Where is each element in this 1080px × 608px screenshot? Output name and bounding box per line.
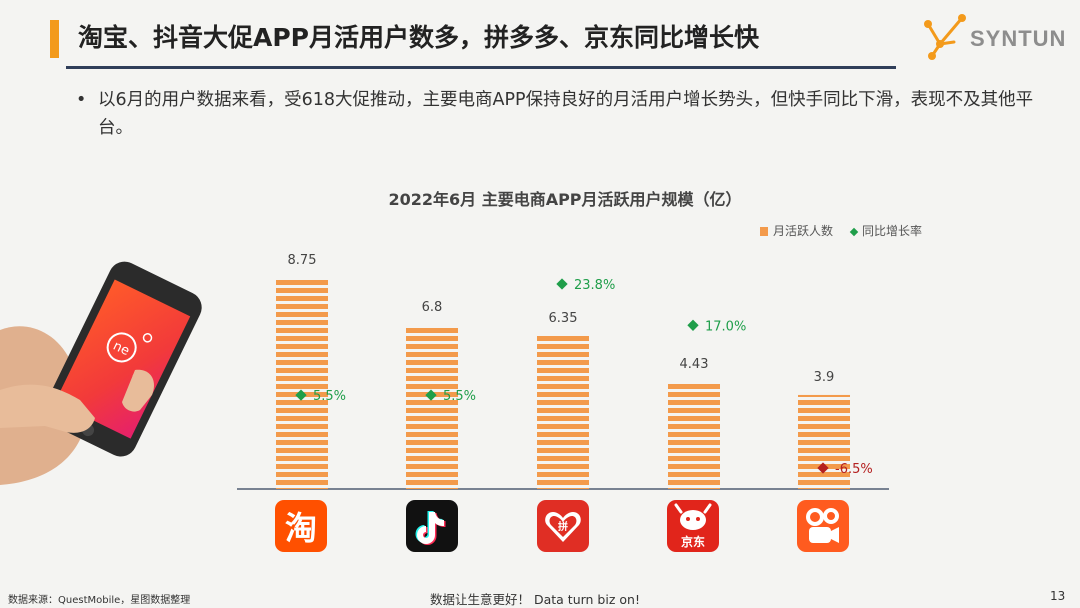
growth-label-1: 5.5%	[313, 389, 346, 404]
bullet-marker: •	[76, 90, 87, 110]
bar-5	[798, 394, 850, 489]
bar-value-label-5: 3.9	[814, 370, 835, 385]
summary-text: 以6月的用户数据来看，受618大促推动，主要电商APP保持良好的月活用户增长势头…	[98, 90, 1034, 138]
growth-label-3: 23.8%	[574, 278, 615, 293]
page-title: 淘宝、抖音大促APP月活用户数多，拼多多、京东同比增长快	[78, 23, 759, 52]
phone-in-hand-illustration: ne	[0, 261, 202, 485]
syntun-logo-icon	[924, 14, 966, 60]
data-source: 数据来源：QuestMobile，星图数据整理	[8, 595, 191, 606]
bar-2	[406, 325, 458, 489]
growth-marker-2	[425, 389, 437, 401]
legend-bar-swatch	[760, 227, 768, 236]
bar-1	[276, 278, 328, 489]
chart-legend: 月活跃人数 同比增长率	[760, 222, 922, 239]
svg-text:淘: 淘	[285, 509, 317, 547]
kuaishou-app-icon	[797, 500, 849, 552]
legend-label-mau: 月活跃人数	[773, 224, 834, 238]
growth-label-5: -6.5%	[835, 462, 873, 477]
title-divider	[66, 66, 896, 69]
growth-marker-1	[295, 389, 307, 401]
douyin-app-icon	[406, 500, 458, 552]
legend-label-growth: 同比增长率	[862, 224, 923, 238]
chart-title: 2022年6月 主要电商APP月活跃用户规模（亿）	[388, 190, 742, 209]
jd-icon-text: 京东	[681, 534, 705, 549]
growth-marker-5	[817, 462, 829, 474]
jd-app-icon: 京东	[667, 500, 719, 552]
growth-label-4: 17.0%	[705, 319, 746, 334]
summary-bullet: • 以6月的用户数据来看，受618大促推动，主要电商APP保持良好的月活用户增长…	[76, 86, 1038, 142]
bar-value-label-2: 6.8	[422, 300, 443, 315]
growth-marker-3	[556, 278, 568, 290]
taobao-app-icon: 淘	[275, 500, 327, 552]
growth-marker-4	[687, 319, 699, 331]
bar-3	[537, 335, 589, 489]
page-number: 13	[1050, 589, 1066, 603]
bar-value-label-4: 4.43	[680, 357, 709, 372]
bar-value-label-1: 8.75	[288, 253, 317, 268]
pinduoduo-app-icon: 拼	[537, 500, 589, 552]
svg-text:拼: 拼	[558, 520, 568, 533]
brand-name: SYNTUN	[970, 26, 1067, 51]
bar-value-label-3: 6.35	[549, 311, 578, 326]
bar-4	[668, 382, 720, 489]
growth-label-2: 5.5%	[443, 389, 476, 404]
svg-text:ne: ne	[111, 339, 132, 360]
title-accent-bar	[50, 20, 59, 58]
footer-slogan: 数据让生意更好！ Data turn biz on!	[430, 592, 640, 607]
